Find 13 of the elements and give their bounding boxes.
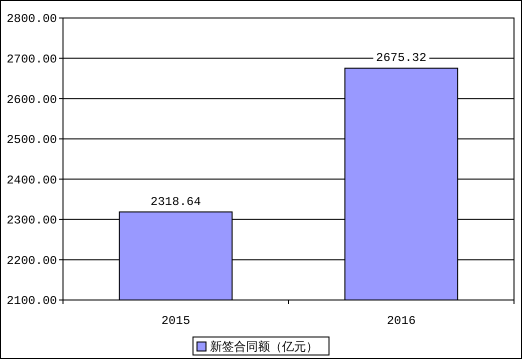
legend-label: 新签合同额（亿元） [210, 340, 318, 354]
y-tick-label: 2200.00 [6, 254, 57, 268]
x-tick-label: 2015 [161, 314, 190, 328]
y-tick-label: 2300.00 [6, 214, 57, 228]
y-tick-label: 2400.00 [6, 173, 57, 188]
y-tick-label: 2700.00 [6, 52, 57, 66]
y-tick-label: 2800.00 [6, 12, 57, 26]
x-tick-label: 2016 [386, 314, 416, 328]
y-tick-label: 2500.00 [6, 133, 57, 148]
data-label: 2318.64 [150, 194, 201, 209]
data-label: 2675.32 [376, 51, 426, 66]
y-tick-label: 2100.00 [6, 294, 57, 308]
y-tick-label: 2600.00 [6, 92, 57, 107]
